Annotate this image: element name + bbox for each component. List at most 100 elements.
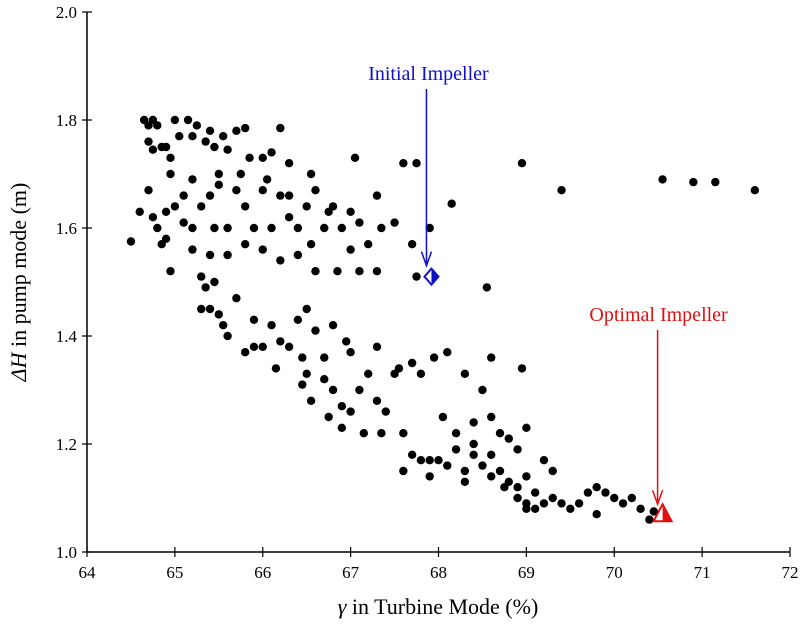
- data-point: [618, 499, 628, 508]
- data-point: [583, 488, 593, 497]
- data-point: [135, 207, 144, 216]
- data-point: [284, 159, 294, 168]
- data-point: [311, 267, 320, 276]
- data-point: [487, 472, 496, 481]
- data-point: [166, 267, 175, 276]
- data-point: [469, 450, 478, 459]
- data-point: [320, 223, 329, 233]
- data-point: [412, 272, 421, 281]
- data-point: [658, 175, 667, 184]
- data-point: [337, 402, 347, 411]
- data-point: [425, 472, 434, 481]
- data-point: [566, 504, 575, 513]
- data-point: [443, 461, 452, 470]
- x-tick-label: 70: [606, 563, 623, 582]
- data-point: [197, 304, 206, 314]
- data-point: [197, 272, 206, 281]
- data-point: [276, 337, 285, 346]
- data-point: [223, 250, 232, 260]
- data-point: [219, 321, 228, 330]
- data-point: [548, 493, 557, 503]
- data-point: [205, 304, 215, 314]
- data-point: [425, 223, 434, 233]
- data-point: [179, 218, 188, 227]
- data-point: [636, 504, 645, 513]
- data-point: [214, 180, 224, 189]
- data-point: [232, 126, 241, 135]
- data-point: [201, 137, 210, 146]
- data-point: [548, 466, 557, 476]
- data-point: [258, 342, 267, 351]
- data-point: [355, 267, 364, 276]
- data-point: [302, 369, 311, 378]
- data-point: [399, 466, 408, 476]
- data-point: [302, 202, 311, 211]
- data-point: [214, 310, 224, 319]
- data-point: [324, 412, 333, 422]
- data-point: [522, 504, 531, 513]
- x-tick-label: 69: [518, 563, 535, 582]
- data-point: [517, 364, 527, 373]
- data-point: [574, 499, 584, 508]
- data-point: [412, 159, 421, 168]
- data-point: [513, 493, 522, 503]
- data-point: [153, 121, 162, 130]
- data-point: [311, 326, 320, 335]
- data-point: [487, 412, 496, 422]
- data-point: [258, 245, 267, 254]
- data-point: [201, 283, 210, 292]
- data-point: [346, 407, 355, 416]
- data-point: [469, 418, 478, 427]
- data-point: [302, 304, 311, 314]
- x-tick-label: 67: [342, 563, 360, 582]
- data-point: [188, 175, 197, 184]
- data-point: [337, 223, 347, 233]
- data-point: [645, 515, 654, 524]
- data-point: [276, 191, 285, 200]
- data-point: [517, 159, 527, 168]
- arrow-head-icon: [651, 489, 664, 507]
- data-point: [337, 423, 347, 432]
- data-point: [293, 250, 303, 260]
- data-point: [144, 137, 153, 146]
- data-point: [166, 169, 175, 179]
- data-point: [306, 240, 316, 249]
- data-point: [219, 132, 228, 141]
- data-point: [153, 223, 162, 233]
- data-point: [478, 461, 487, 470]
- data-point: [372, 342, 382, 351]
- data-point: [205, 126, 215, 135]
- data-point: [429, 353, 439, 362]
- y-tick-label: 1.8: [56, 111, 77, 130]
- data-point: [197, 202, 206, 211]
- data-point: [557, 499, 566, 508]
- data-point: [214, 169, 224, 179]
- data-point: [689, 177, 698, 187]
- x-axis-label: γ in Turbine Mode (%): [338, 594, 539, 619]
- data-point: [557, 186, 566, 195]
- data-point: [210, 223, 219, 233]
- data-point: [416, 456, 426, 465]
- data-point: [183, 115, 193, 125]
- triangle-marker-fill: [662, 504, 672, 522]
- data-point: [258, 153, 267, 162]
- data-point: [350, 153, 360, 162]
- x-tick-label: 66: [254, 563, 271, 582]
- data-point: [161, 142, 171, 152]
- x-tick-label: 64: [79, 563, 97, 582]
- data-point: [377, 223, 386, 233]
- data-point: [245, 153, 254, 162]
- data-point: [188, 245, 197, 254]
- data-point: [407, 240, 417, 249]
- data-point: [495, 429, 505, 438]
- data-point: [355, 385, 364, 395]
- data-point: [399, 159, 408, 168]
- data-point: [240, 202, 250, 211]
- data-point: [148, 213, 158, 222]
- data-point: [258, 186, 267, 195]
- data-point: [161, 234, 171, 243]
- data-point: [487, 353, 496, 362]
- data-point: [469, 439, 478, 449]
- data-point: [478, 385, 487, 395]
